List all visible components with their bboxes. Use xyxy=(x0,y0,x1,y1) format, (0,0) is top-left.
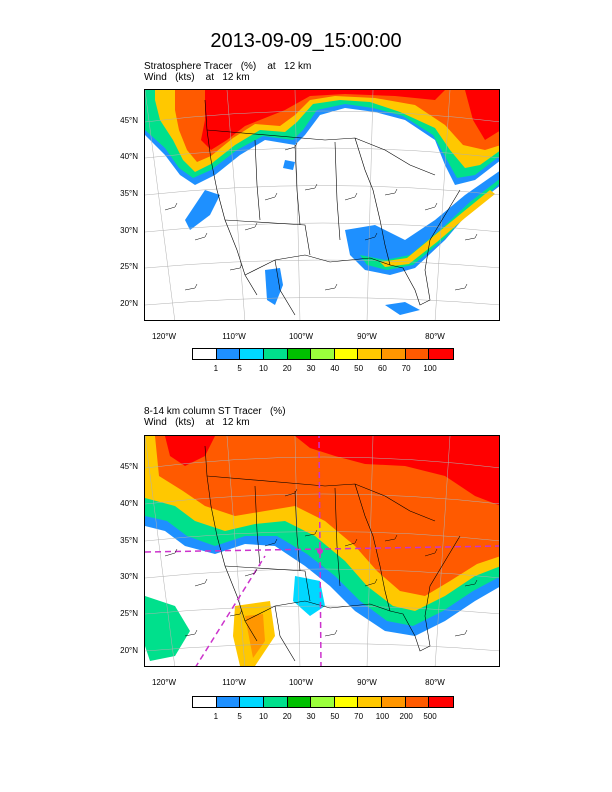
colorbar-swatch xyxy=(216,697,241,707)
panel2-map xyxy=(144,435,500,667)
panel2-lat-label-30: 30°N xyxy=(120,572,138,581)
colorbar-swatch xyxy=(193,697,217,707)
colorbar-tick-label: 20 xyxy=(282,364,292,373)
panel2-lat-label-20: 20°N xyxy=(120,646,138,655)
colorbar-tick-label: 5 xyxy=(237,712,242,721)
colorbar-swatch xyxy=(240,349,264,359)
colorbar-swatch xyxy=(240,697,264,707)
colorbar-tick-label: 40 xyxy=(330,364,340,373)
panel2-lon-label-110: 110°W xyxy=(222,678,246,687)
panel2-label-line1: 8-14 km column ST Tracer (%) xyxy=(144,406,286,417)
panel1-lon-label-80: 80°W xyxy=(425,332,445,341)
panel1-lat-label-25: 25°N xyxy=(120,262,138,271)
panel1-lat-label-45: 45°N xyxy=(120,116,138,125)
panel1-map xyxy=(144,89,500,321)
panel2-lon-label-100: 100°W xyxy=(288,678,314,687)
colorbar-swatch xyxy=(334,697,359,707)
colorbar-swatch xyxy=(429,349,453,359)
colorbar-swatch xyxy=(287,697,312,707)
panel2-lat-label-45: 45°N xyxy=(120,462,138,471)
panel2-cross-section-lines xyxy=(145,436,499,666)
colorbar-swatch xyxy=(405,349,430,359)
colorbar-tick-label: 200 xyxy=(399,712,413,721)
colorbar-swatch xyxy=(311,349,335,359)
colorbar-swatch xyxy=(263,697,288,707)
colorbar-tick-label: 1 xyxy=(213,712,219,721)
figure-title: 2013-09-09_15:00:00 xyxy=(210,30,402,52)
panel1-colorbar xyxy=(192,348,454,360)
colorbar-tick-label: 20 xyxy=(282,712,292,721)
panel2-colorbar xyxy=(192,696,454,708)
colorbar-tick-label: 100 xyxy=(375,712,390,721)
colorbar-swatch xyxy=(358,697,382,707)
panel2-lon-label-90: 90°W xyxy=(357,678,377,687)
panel1-tracer-field xyxy=(145,90,499,315)
panel2-lat-label-40: 40°N xyxy=(120,499,138,508)
panel2-lon-label-80: 80°W xyxy=(425,678,445,687)
panel1-lon-label-90: 90°W xyxy=(357,332,377,341)
colorbar-tick-label: 10 xyxy=(258,364,268,373)
colorbar-swatch xyxy=(334,349,359,359)
colorbar-swatch xyxy=(405,697,430,707)
colorbar-swatch xyxy=(382,349,406,359)
panel2-lat-label-35: 35°N xyxy=(120,536,138,545)
panel2-lat-label-25: 25°N xyxy=(120,609,138,618)
panel2-coastlines xyxy=(204,445,461,662)
panel1-lat-label-40: 40°N xyxy=(120,152,138,161)
colorbar-swatch xyxy=(216,349,241,359)
panel2-tracer-field xyxy=(145,436,499,666)
colorbar-tick-label: 1 xyxy=(213,364,219,373)
panel1-label-line1: Stratosphere Tracer (%) at 12 km xyxy=(144,61,312,72)
panel1-lat-label-20: 20°N xyxy=(120,299,138,308)
colorbar-tick-label: 30 xyxy=(306,364,316,373)
colorbar-tick-label: 50 xyxy=(330,712,340,721)
colorbar-swatch xyxy=(382,697,406,707)
panel1-lon-label-120: 120°W xyxy=(151,332,177,341)
panel2-lon-label-120: 120°W xyxy=(151,678,177,687)
colorbar-swatch xyxy=(263,349,288,359)
colorbar-tick-label: 70 xyxy=(354,712,364,721)
colorbar-swatch xyxy=(287,349,312,359)
panel2-map-svg xyxy=(145,436,499,666)
colorbar-tick-label: 10 xyxy=(258,712,268,721)
panel1-lat-label-35: 35°N xyxy=(120,189,138,198)
colorbar-swatch xyxy=(193,349,217,359)
panel1-lon-label-110: 110°W xyxy=(222,332,246,341)
colorbar-tick-label: 60 xyxy=(377,364,387,373)
panel1-lon-label-100: 100°W xyxy=(288,332,314,341)
colorbar-tick-label: 70 xyxy=(401,364,411,373)
panel2-label-line2: Wind (kts) at 12 km xyxy=(144,417,250,428)
colorbar-tick-label: 5 xyxy=(237,364,242,373)
colorbar-tick-label: 100 xyxy=(423,364,437,373)
colorbar-swatch xyxy=(358,349,382,359)
panel1-wind-barbs xyxy=(164,142,478,291)
panel1-lat-label-30: 30°N xyxy=(120,226,138,235)
colorbar-tick-label: 50 xyxy=(354,364,364,373)
colorbar-swatch xyxy=(311,697,335,707)
panel1-label-line2: Wind (kts) at 12 km xyxy=(144,72,250,83)
colorbar-swatch xyxy=(429,697,453,707)
colorbar-tick-label: 30 xyxy=(306,712,316,721)
panel2-site-marker xyxy=(317,548,323,554)
panel2-wind-barbs xyxy=(164,488,478,637)
colorbar-tick-label: 500 xyxy=(423,712,437,721)
panel1-coastlines xyxy=(204,99,461,316)
panel1-map-svg xyxy=(145,90,499,320)
